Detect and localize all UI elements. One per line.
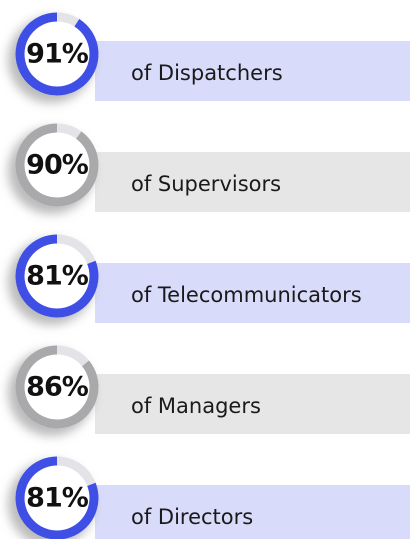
row-bar	[95, 152, 410, 212]
row-bar	[95, 41, 410, 101]
percent-label: 86%	[26, 372, 89, 403]
percent-label: 81%	[26, 483, 89, 514]
percent-ring	[15, 12, 99, 96]
row-label: of Telecommunicators	[131, 283, 362, 307]
row-bar	[95, 485, 410, 539]
row-bar	[95, 263, 410, 323]
row-label: of Directors	[131, 505, 253, 529]
row-label: of Supervisors	[131, 172, 281, 196]
percent-ring	[15, 345, 99, 429]
percent-label: 91%	[26, 39, 89, 70]
row-bar	[95, 374, 410, 434]
percent-ring	[15, 234, 99, 318]
percent-label: 81%	[26, 261, 89, 292]
percent-label: 90%	[26, 150, 89, 181]
percent-ring	[15, 123, 99, 207]
row-label: of Managers	[131, 394, 261, 418]
row-label: of Dispatchers	[131, 61, 283, 85]
percent-ring	[15, 456, 99, 539]
